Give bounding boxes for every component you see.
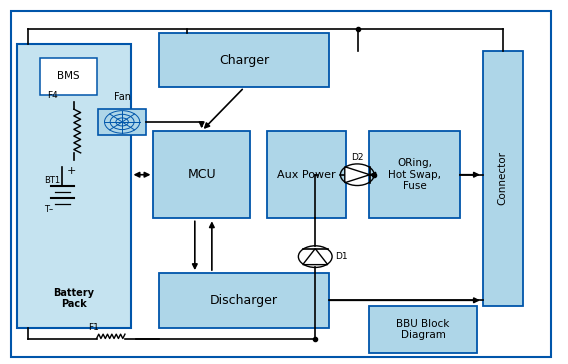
Bar [17, 44, 131, 328]
Text: Connector: Connector [498, 151, 508, 205]
Bar [483, 51, 523, 306]
Text: Fan: Fan [114, 92, 131, 102]
Text: Charger: Charger [219, 54, 269, 67]
Text: BBU Block
Diagram: BBU Block Diagram [396, 318, 450, 340]
Bar [369, 306, 477, 353]
Bar [159, 33, 329, 87]
Text: F4: F4 [47, 91, 58, 100]
Text: BT1: BT1 [44, 176, 60, 185]
Text: Aux Power: Aux Power [277, 170, 336, 180]
Bar [159, 273, 329, 328]
Bar [98, 109, 147, 135]
Text: D1: D1 [335, 252, 348, 261]
Polygon shape [345, 167, 370, 183]
Text: F1: F1 [88, 323, 99, 332]
Text: MCU: MCU [187, 168, 216, 181]
Text: Discharger: Discharger [210, 294, 278, 307]
Bar [40, 58, 97, 95]
Text: BMS: BMS [57, 71, 80, 82]
Text: ORing,
Hot Swap,
Fuse: ORing, Hot Swap, Fuse [388, 158, 441, 191]
Text: +: + [67, 166, 76, 176]
Polygon shape [303, 249, 328, 265]
Text: T–: T– [44, 205, 53, 214]
Bar [267, 131, 346, 218]
Text: D2: D2 [351, 153, 364, 162]
Bar [153, 131, 250, 218]
Bar [369, 131, 460, 218]
Text: Battery
Pack: Battery Pack [53, 288, 94, 309]
